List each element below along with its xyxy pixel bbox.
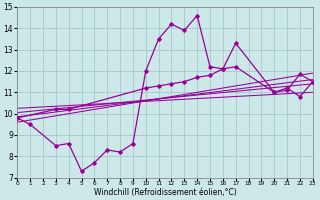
X-axis label: Windchill (Refroidissement éolien,°C): Windchill (Refroidissement éolien,°C) bbox=[94, 188, 236, 197]
